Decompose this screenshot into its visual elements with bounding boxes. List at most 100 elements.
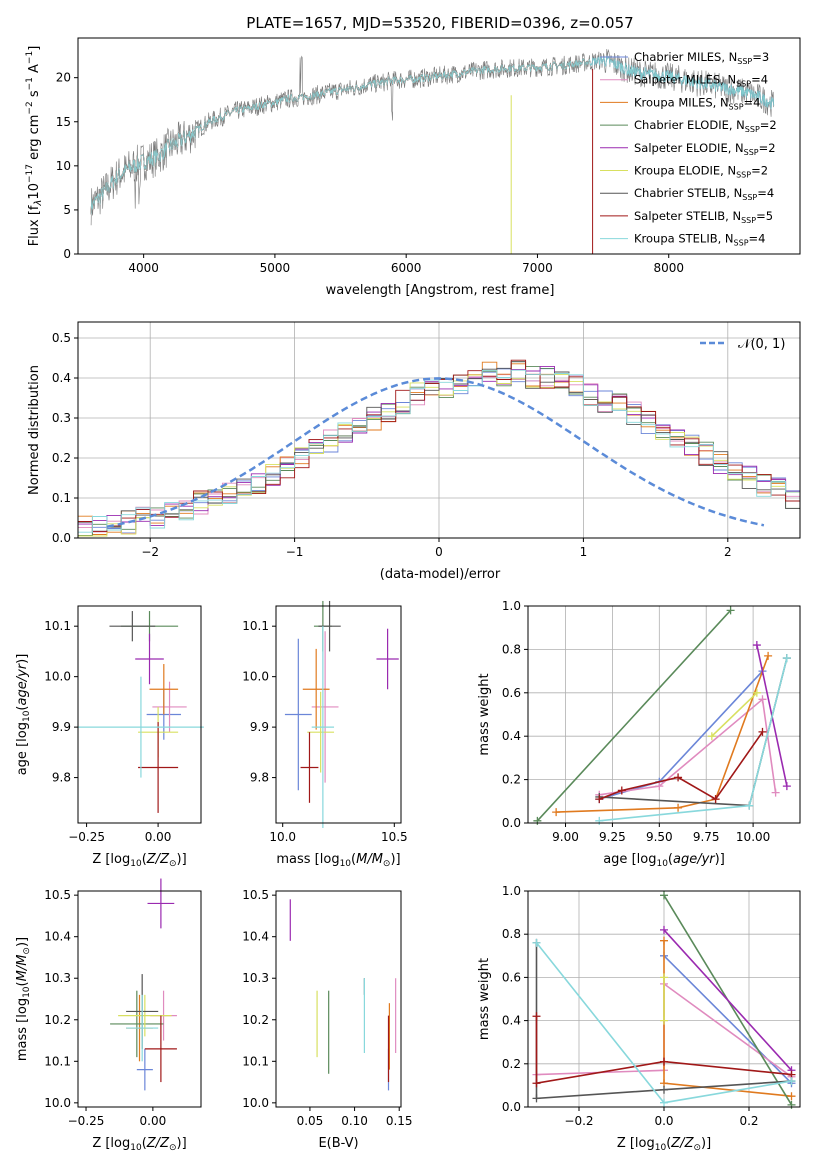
y-tick-label: 0.2 — [502, 773, 521, 787]
axes-frame — [275, 605, 402, 824]
label-part: ⊙ — [693, 1143, 701, 1153]
label-part: )] — [15, 937, 30, 947]
mass-weight-marker — [660, 1016, 668, 1025]
y-tick-label: 0.4 — [52, 371, 71, 385]
mass-weight-marker — [787, 1092, 796, 1101]
mass-weight-marker — [771, 788, 780, 797]
label-part: )] — [715, 852, 725, 867]
x-tick-label: 5000 — [260, 261, 291, 275]
label-part: age/yr — [673, 852, 716, 867]
histogram-legend: 𝒩(0, 1) — [700, 337, 785, 352]
x-tick-label: −0.25 — [68, 830, 105, 844]
y-tick-label: 10.0 — [44, 1096, 71, 1110]
legend-subscript: SSP — [736, 80, 751, 89]
y-tick-label: 9.9 — [250, 720, 269, 734]
mass-weight-line — [556, 655, 769, 813]
x-tick-label: 9.00 — [552, 830, 579, 844]
label-part: Z [log — [92, 852, 130, 867]
label-part: mass weight — [477, 673, 492, 755]
label-part: )] — [701, 1136, 711, 1151]
label-part: 10 — [130, 859, 142, 869]
legend-label: Kroupa ELODIE, NSSP=2 — [634, 164, 768, 180]
mass-weight-marker — [787, 1077, 796, 1086]
y-axis-label: mass weight — [477, 673, 492, 755]
label-part: ⊙ — [383, 859, 391, 869]
mass-weight-marker — [674, 773, 683, 782]
model-spectrum-8 — [90, 55, 775, 215]
mass-weight-marker — [552, 808, 561, 817]
spectrum-panel: 4000 5000 6000 7000 8000 0 5 10 15 20 wavelength … — [25, 37, 801, 298]
label-part: mass weight — [477, 958, 492, 1040]
y-tick-label: 0 — [63, 247, 71, 261]
y-tick-label: 0.6 — [502, 970, 521, 984]
label-part: M/M — [15, 955, 30, 982]
x-tick-label: 10.0 — [269, 830, 296, 844]
y-tick-label: 10.1 — [44, 619, 71, 633]
legend-subscript: SSP — [745, 125, 760, 134]
x-tick-label: −0.2 — [564, 1114, 593, 1128]
label-part: 10 — [340, 859, 352, 869]
label-part: )] — [390, 852, 400, 867]
legend-label: Salpeter MILES, NSSP=4 — [634, 73, 768, 89]
x-tick-label: 10.00 — [736, 830, 770, 844]
age-vs-z-panel: −0.25 0.009.89.910.010.1Z [log10(Z/Z⊙)]ag… — [15, 605, 204, 869]
x-tick-label: 1 — [580, 545, 588, 559]
label-part: )] — [15, 654, 30, 664]
y-tick-label: 1.0 — [502, 599, 521, 613]
axes-frame — [275, 890, 402, 1108]
label-part: Z/Z — [670, 1136, 694, 1151]
x-axis-label: E(B-V) — [318, 1136, 358, 1151]
mass-weight-marker — [674, 803, 683, 812]
mass-weight-line — [663, 929, 793, 1071]
legend-subscript: SSP — [744, 148, 759, 157]
mass-weight-marker — [660, 1098, 668, 1107]
histogram-xlabel: (data-model)/error — [380, 567, 501, 582]
legend-count: =2 — [760, 118, 777, 132]
label-part: 10 — [655, 1143, 667, 1153]
grid — [528, 605, 800, 824]
spectrum-ylabel: Flux [fλ10−17 erg cm−2 s−1 A−1] — [25, 46, 44, 247]
legend-model-name: Salpeter MILES, N — [634, 73, 736, 87]
x-tick-label: 0 — [435, 545, 443, 559]
y-tick-label: 0.2 — [52, 451, 71, 465]
mass-weight-marker — [758, 727, 767, 736]
label-part: ( — [668, 852, 673, 867]
label-part: ( — [142, 852, 147, 867]
legend-subscript: SSP — [736, 171, 751, 180]
label-part: ⊙ — [169, 1143, 177, 1153]
mass-weight-marker — [660, 936, 668, 945]
legend-label: Kroupa STELIB, NSSP=4 — [634, 232, 765, 248]
y-tick-label: 10.5 — [44, 888, 71, 902]
y-tick-label: 0.8 — [502, 642, 521, 656]
legend-model-name: Salpeter ELODIE, N — [634, 141, 744, 155]
legend-count: =4 — [757, 186, 774, 200]
y-tick-label: 9.8 — [250, 771, 269, 785]
x-tick-label: 9.25 — [599, 830, 626, 844]
legend-model-name: Chabrier MILES, N — [634, 50, 737, 64]
plot-data — [110, 878, 177, 1091]
y-tick-label: 10.4 — [242, 930, 269, 944]
x-tick-label: −2 — [141, 545, 159, 559]
x-tick-label: −1 — [286, 545, 304, 559]
y-tick-label: 0.3 — [52, 411, 71, 425]
y-tick-label: 9.9 — [52, 720, 71, 734]
residual-histogram-panel: −2 −1 0 1 2 0.0 0.1 0.2 0.3 0.4 0.5 (data-model)/e… — [27, 321, 801, 582]
y-tick-label: 0.6 — [502, 686, 521, 700]
x-tick-label: 0.10 — [341, 1114, 368, 1128]
mass-weight-marker — [758, 695, 767, 704]
legend-count: =3 — [752, 50, 769, 64]
mass-weight-marker — [660, 1085, 668, 1094]
mass-weight-line — [599, 697, 777, 796]
mass-weight-marker — [617, 786, 626, 795]
x-tick-label: 0.00 — [145, 830, 172, 844]
y-axis-label: mass [log10(M/M⊙)] — [15, 937, 32, 1061]
y-axis-label: age [log10(age/yr)] — [15, 654, 32, 776]
mass-weight-marker — [787, 1100, 796, 1109]
mass-weight-marker — [707, 732, 716, 741]
y-tick-label: 0.1 — [52, 491, 71, 505]
normal-dist-curve — [106, 377, 765, 528]
x-tick-label: 0.00 — [140, 1114, 167, 1128]
y-tick-label: 10.0 — [44, 670, 71, 684]
label-part: ( — [351, 852, 356, 867]
